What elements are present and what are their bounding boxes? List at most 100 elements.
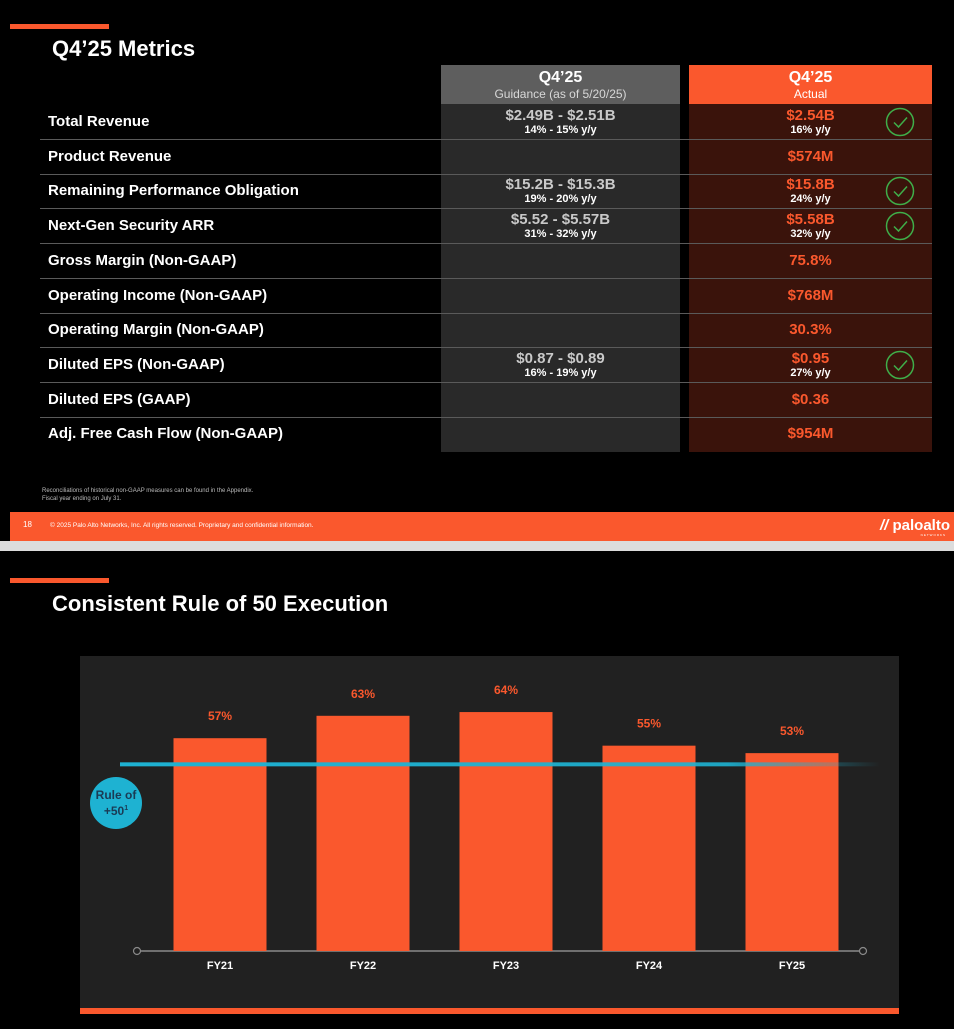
guidance-cell <box>441 417 680 451</box>
slide-title: Consistent Rule of 50 Execution <box>52 591 389 616</box>
tick-label: FY21 <box>207 960 233 972</box>
slide-footer: 18 © 2025 Palo Alto Networks, Inc. All r… <box>10 512 954 541</box>
actual-value: $0.95 <box>791 349 830 367</box>
guidance-cell <box>441 244 680 278</box>
footnote-line: Fiscal year ending on July 31. <box>42 496 122 502</box>
guidance-cell: $0.87 - $0.89 16% - 19% y/y <box>441 348 680 382</box>
actual-value: $15.8B <box>786 176 835 194</box>
metrics-slide: Q4’25 Metrics Q4’25 Guidance (as of 5/20… <box>0 0 954 541</box>
metric-label: Total Revenue <box>48 113 150 130</box>
tick-label: FY25 <box>779 960 805 972</box>
guidance-cell: $15.2B - $15.3B 19% - 20% y/y <box>441 174 680 208</box>
actual-value: $2.54B <box>786 107 835 124</box>
guidance-header-bg <box>441 65 680 104</box>
actual-value: $954M <box>787 425 834 443</box>
guidance-cell <box>441 383 680 417</box>
guidance-header-subtitle: Guidance (as of 5/20/25) <box>494 87 627 101</box>
checkmark-icon <box>885 350 915 380</box>
actual-cell: 30.3% <box>689 313 932 347</box>
metric-label: Remaining Performance Obligation <box>48 182 299 200</box>
guidance-header-title: Q4’25 <box>538 69 583 86</box>
title-accent-bar <box>10 24 109 29</box>
guidance-cell <box>441 313 680 347</box>
actual-cell: 75.8% <box>689 244 932 278</box>
row-divider <box>40 416 932 418</box>
actual-growth: 27% y/y <box>790 366 831 379</box>
page-number: 18 <box>23 520 32 529</box>
tick-label: FY23 <box>493 960 519 972</box>
checkmark-icon <box>885 177 915 206</box>
actual-header-bg <box>689 65 932 104</box>
guidance-cell <box>441 140 680 174</box>
tick-label: FY24 <box>636 960 663 972</box>
rule-of-50-line <box>120 762 880 767</box>
guidance-cell <box>441 279 680 313</box>
chart-panel: 57% FY21 63% FY22 64% FY23 55% FY24 53% FY25 <box>80 656 899 1008</box>
guidance-growth: 16% - 19% y/y <box>524 366 597 379</box>
actual-cell: $768M <box>689 279 932 313</box>
row-divider <box>40 277 932 279</box>
actual-cell: $954M <box>689 417 932 451</box>
guidance-header: Q4’25 Guidance (as of 5/20/25) <box>441 68 680 100</box>
slide-title: Q4’25 Metrics <box>52 36 196 61</box>
guidance-value: $5.52 - $5.57B <box>510 211 611 229</box>
actual-growth: 32% y/y <box>790 228 831 241</box>
bar-fy23 <box>459 712 553 951</box>
actual-value: 30.3% <box>789 321 832 339</box>
table-row: Remaining Performance Obligation $15.2B -… <box>40 174 932 210</box>
actual-cell: $2.54B 16% y/y <box>689 105 932 139</box>
table-row: Product Revenue $574M <box>40 140 932 175</box>
metric-label: Gross Margin (Non-GAAP) <box>48 251 237 269</box>
guidance-cell: $2.49B - $2.51B 14% - 15% y/y <box>441 105 680 139</box>
metric-label: Operating Margin (Non-GAAP) <box>48 321 264 339</box>
actual-cell: $0.36 <box>689 383 932 417</box>
paloalto-logo: // paloalto <box>880 517 950 534</box>
logo-subtext: NETWORKS <box>920 533 946 537</box>
chart-svg: 57% FY21 63% FY22 64% FY23 55% FY24 53% FY25 <box>120 683 880 972</box>
guidance-growth: 14% - 15% y/y <box>524 124 597 136</box>
data-label: 64% <box>494 683 518 697</box>
data-label: 53% <box>780 724 804 738</box>
footnote: Reconciliations of historical non-GAAP m… <box>42 487 253 503</box>
row-divider <box>40 381 932 383</box>
actual-cell: $15.8B 24% y/y <box>689 174 932 208</box>
logo-text: paloalto <box>892 517 950 534</box>
table-row: Diluted EPS (Non-GAAP) $0.87 - $0.89 16% -… <box>40 348 932 383</box>
metric-label: Diluted EPS (Non-GAAP) <box>48 355 225 373</box>
axis-end-dot <box>858 946 868 956</box>
data-label: 57% <box>208 709 232 723</box>
table-row: Diluted EPS (GAAP) $0.36 <box>40 383 932 418</box>
data-label: 63% <box>351 687 375 701</box>
metric-label: Adj. Free Cash Flow (Non-GAAP) <box>48 425 284 443</box>
table-row: Total Revenue $2.49B - $2.51B 14% - 15% y/… <box>40 105 932 140</box>
actual-growth: 16% y/y <box>790 124 831 136</box>
table-row: Operating Income (Non-GAAP) $768M <box>40 279 932 314</box>
guidance-value: $0.87 - $0.89 <box>516 349 605 367</box>
guidance-value: $15.2B - $15.3B <box>505 176 616 194</box>
actual-growth: 24% y/y <box>790 193 831 206</box>
table-row: Operating Margin (Non-GAAP) 30.3% <box>40 313 932 349</box>
logo-mark-icon: // <box>879 517 889 534</box>
row-divider <box>40 312 932 314</box>
guidance-growth: 31% - 32% y/y <box>524 228 597 241</box>
actual-value: $5.58B <box>786 211 835 229</box>
actual-value: $768M <box>787 286 834 304</box>
actual-value: 75.8% <box>789 251 832 269</box>
copyright-text: © 2025 Palo Alto Networks, Inc. All righ… <box>50 522 314 529</box>
row-divider <box>40 173 932 175</box>
rule-of-50-badge: Rule of +501 <box>90 777 142 829</box>
checkmark-icon <box>885 107 915 137</box>
row-divider <box>40 208 932 210</box>
metric-label: Next-Gen Security ARR <box>48 217 215 235</box>
metric-label: Diluted EPS (GAAP) <box>48 390 191 408</box>
row-divider <box>40 243 932 245</box>
footnote-line: Reconciliations of historical non-GAAP m… <box>42 488 254 494</box>
rule-label-line2: +501 <box>103 804 129 818</box>
actual-header-subtitle: Actual <box>793 87 828 101</box>
guidance-cell: $5.52 - $5.57B 31% - 32% y/y <box>441 209 680 243</box>
actual-cell: $0.95 27% y/y <box>689 348 932 382</box>
tick-label: FY22 <box>350 960 376 972</box>
rule-of-50-slide: Consistent Rule of 50 Execution 57% FY21 6… <box>0 551 954 1029</box>
actual-cell: $5.58B 32% y/y <box>689 209 932 243</box>
table-row: Adj. Free Cash Flow (Non-GAAP) $954M <box>40 417 932 452</box>
